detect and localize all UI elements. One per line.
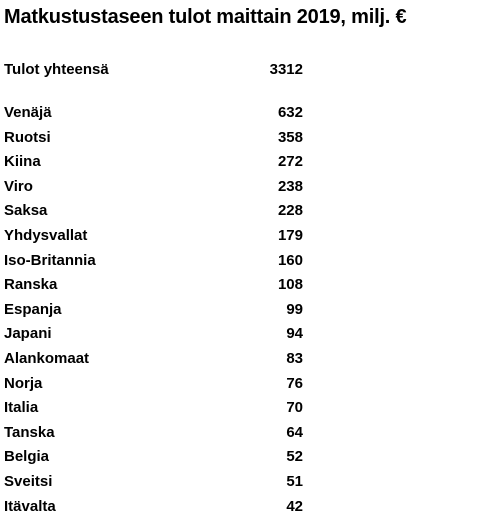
country-value: 108: [277, 276, 303, 294]
total-row: Tulot yhteensä 3312: [4, 61, 303, 83]
country-name: Iso-Britannia: [4, 251, 96, 269]
total-value: 3312: [269, 61, 303, 78]
country-row: Ranska 108: [4, 276, 303, 298]
country-name: Saksa: [4, 202, 48, 220]
country-value: 632: [277, 104, 303, 121]
country-row: Itävalta 42: [4, 498, 303, 520]
country-value: 358: [277, 128, 303, 146]
country-value: 51: [286, 473, 303, 490]
country-row: Saksa 228: [4, 202, 303, 224]
country-name: Sveitsi: [4, 473, 53, 490]
country-value: 99: [286, 300, 303, 318]
country-value: 94: [286, 325, 303, 343]
country-value: 160: [277, 251, 303, 269]
country-value: 76: [286, 374, 303, 392]
country-row: Iso-Britannia 160: [4, 252, 303, 274]
country-value: 179: [277, 227, 303, 244]
country-name: Japani: [4, 325, 52, 343]
country-row: Sveitsi 51: [4, 473, 303, 495]
country-name: Italia: [4, 399, 39, 417]
title: Matkustustaseen tulot maittain 2019, mil…: [4, 6, 407, 28]
country-name: Itävalta: [4, 497, 56, 515]
country-name: Kiina: [4, 153, 41, 171]
country-row: Espanja 99: [4, 301, 303, 323]
country-row: Alankomaat 83: [4, 350, 303, 372]
country-row: Italia 70: [4, 399, 303, 421]
country-row: Belgia 52: [4, 448, 303, 470]
country-name: Ruotsi: [4, 128, 51, 146]
country-name: Norja: [4, 374, 43, 392]
country-name: Yhdysvallat: [4, 227, 88, 244]
country-row: Tanska 64: [4, 424, 303, 446]
country-value: 228: [277, 202, 303, 220]
country-value: 238: [277, 177, 303, 195]
country-value: 64: [286, 423, 303, 441]
total-label: Tulot yhteensä: [4, 61, 109, 78]
country-value: 42: [286, 497, 303, 515]
country-value: 272: [277, 153, 303, 171]
country-row: Japani 94: [4, 325, 303, 347]
country-name: Belgia: [4, 448, 50, 466]
country-row: Norja 76: [4, 375, 303, 397]
country-value: 83: [286, 350, 303, 367]
country-name: Tanska: [4, 423, 55, 441]
country-value: 52: [286, 448, 303, 466]
country-name: Espanja: [4, 300, 62, 318]
country-row: Ruotsi 358: [4, 129, 303, 151]
country-value: 70: [286, 399, 303, 417]
country-name: Venäjä: [4, 104, 52, 121]
country-name: Viro: [4, 177, 33, 195]
country-row: Yhdysvallat 179: [4, 227, 303, 249]
country-row: Kiina 272: [4, 153, 303, 175]
country-row: Viro 238: [4, 178, 303, 200]
country-name: Ranska: [4, 276, 58, 294]
country-name: Alankomaat: [4, 350, 90, 367]
country-row: Venäjä 632: [4, 104, 303, 126]
